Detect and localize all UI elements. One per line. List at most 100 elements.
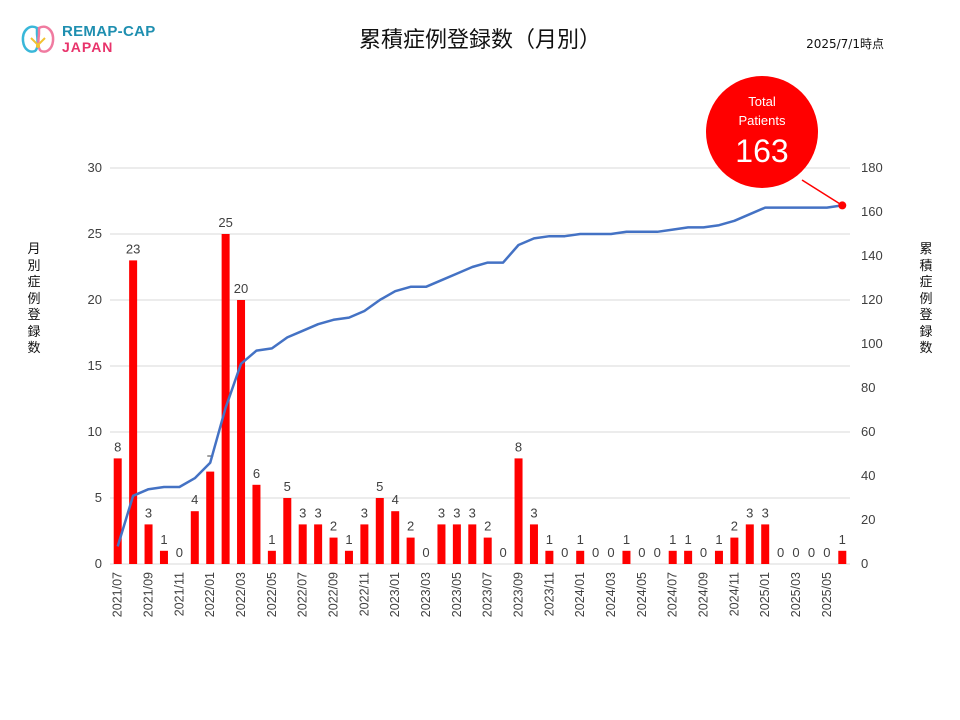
y-left-tick-label: 5 bbox=[95, 490, 102, 505]
x-tick-label: 2021/09 bbox=[142, 572, 156, 617]
bar-data-label: 1 bbox=[623, 532, 630, 547]
x-tick-label: 2024/09 bbox=[697, 572, 711, 617]
bar-data-label: 1 bbox=[345, 532, 352, 547]
bar-data-label: 0 bbox=[823, 545, 830, 560]
bar-data-label: 8 bbox=[515, 439, 522, 454]
bar bbox=[714, 550, 723, 564]
bar bbox=[252, 484, 261, 564]
x-tick-label: 2023/07 bbox=[481, 572, 495, 617]
chart-title: 累積症例登録数（月別） bbox=[358, 28, 601, 53]
bar bbox=[360, 524, 369, 564]
bar bbox=[468, 524, 477, 564]
x-tick-label: 2023/11 bbox=[542, 572, 556, 616]
bar-data-label: 1 bbox=[669, 532, 676, 547]
bar-data-label: 8 bbox=[114, 439, 121, 454]
bar-data-label: 3 bbox=[453, 505, 460, 520]
bar bbox=[129, 260, 138, 564]
bar bbox=[375, 498, 384, 564]
y-left-tick-label: 0 bbox=[95, 556, 102, 571]
y-right-tick-label: 160 bbox=[861, 204, 883, 219]
bar-data-label: 0 bbox=[592, 545, 599, 560]
bar-data-label: 2 bbox=[330, 519, 337, 534]
y-right-tick-label: 100 bbox=[861, 336, 883, 351]
cumulative-line bbox=[116, 204, 843, 547]
bar bbox=[668, 550, 677, 564]
x-tick-label: 2023/05 bbox=[450, 572, 464, 617]
y-right-tick-label: 60 bbox=[861, 424, 875, 439]
bar-data-label: 3 bbox=[145, 505, 152, 520]
y-left-tick-label: 20 bbox=[88, 292, 102, 307]
y-left-tick-label: 25 bbox=[88, 226, 102, 241]
bar-data-label: 3 bbox=[315, 505, 322, 520]
x-tick-label: 2023/03 bbox=[419, 572, 433, 617]
x-tick-label: 2024/01 bbox=[573, 572, 587, 617]
bar bbox=[545, 550, 554, 564]
bar-data-label: 23 bbox=[126, 241, 140, 256]
logo-text-remap-cap: REMAP-CAP bbox=[62, 23, 156, 40]
bar-data-label: 1 bbox=[685, 532, 692, 547]
bar bbox=[190, 511, 199, 564]
bar-data-label: 0 bbox=[808, 545, 815, 560]
x-tick-label: 2024/03 bbox=[604, 572, 618, 617]
bar-data-label: 0 bbox=[777, 545, 784, 560]
y-right-tick-label: 80 bbox=[861, 380, 875, 395]
bar-data-label: 3 bbox=[299, 505, 306, 520]
bar bbox=[838, 550, 847, 564]
y-right-tick-label: 40 bbox=[861, 468, 875, 483]
bar bbox=[483, 537, 492, 564]
total-patients-badge: Total Patients 163 bbox=[706, 76, 818, 188]
bar-data-label: 0 bbox=[792, 545, 799, 560]
bar-data-label: 1 bbox=[268, 532, 275, 547]
bar-data-label: 1 bbox=[546, 532, 553, 547]
bar-data-label: 0 bbox=[607, 545, 614, 560]
x-tick-label: 2021/11 bbox=[172, 572, 186, 616]
bar bbox=[113, 458, 122, 564]
y-right-tick-label: 0 bbox=[861, 556, 868, 571]
cumulative-last-point bbox=[838, 201, 847, 210]
bar bbox=[576, 550, 585, 564]
bar-data-label: 25 bbox=[218, 215, 232, 230]
bar-data-label: 20 bbox=[234, 281, 248, 296]
bar bbox=[761, 524, 770, 564]
bar bbox=[745, 524, 754, 564]
bar-data-label: 3 bbox=[746, 505, 753, 520]
logo-text-japan: JAPAN bbox=[62, 39, 114, 55]
bar-data-label: 0 bbox=[654, 545, 661, 560]
bar bbox=[267, 550, 276, 564]
bar-data-label: 3 bbox=[469, 505, 476, 520]
bar bbox=[452, 524, 461, 564]
bar-data-label: 1 bbox=[160, 532, 167, 547]
bar bbox=[622, 550, 631, 564]
bar bbox=[514, 458, 523, 564]
x-tick-label: 2022/01 bbox=[203, 572, 217, 617]
x-tick-label: 2021/07 bbox=[111, 572, 125, 617]
x-tick-label: 2023/09 bbox=[512, 572, 526, 617]
bar bbox=[298, 524, 307, 564]
bar bbox=[529, 524, 538, 564]
bar bbox=[314, 524, 323, 564]
x-tick-label: 2022/05 bbox=[265, 572, 279, 617]
bar-data-label: 3 bbox=[762, 505, 769, 520]
bar bbox=[144, 524, 153, 564]
x-tick-label: 2023/01 bbox=[388, 572, 402, 617]
bar bbox=[221, 234, 230, 564]
bar-data-label: 0 bbox=[561, 545, 568, 560]
bar-data-label: 2 bbox=[731, 519, 738, 534]
bar bbox=[237, 300, 246, 564]
bar-data-label: 4 bbox=[191, 492, 198, 507]
bar bbox=[159, 550, 168, 564]
bar-data-label: 0 bbox=[700, 545, 707, 560]
x-tick-label: 2022/09 bbox=[327, 572, 341, 617]
bar bbox=[730, 537, 739, 564]
bar bbox=[206, 471, 215, 564]
y-right-tick-label: 180 bbox=[861, 160, 883, 175]
as-of-date: 2025/7/1時点 bbox=[806, 37, 884, 51]
bar bbox=[344, 550, 353, 564]
y-axis-left-label: 月別症例登録数 bbox=[27, 242, 41, 356]
lungs-logo-icon bbox=[21, 25, 55, 53]
bar-data-label: 0 bbox=[176, 545, 183, 560]
badge-total-value: 163 bbox=[735, 133, 789, 169]
bar bbox=[406, 537, 415, 564]
bar-data-label: 3 bbox=[530, 505, 537, 520]
bar bbox=[391, 511, 400, 564]
